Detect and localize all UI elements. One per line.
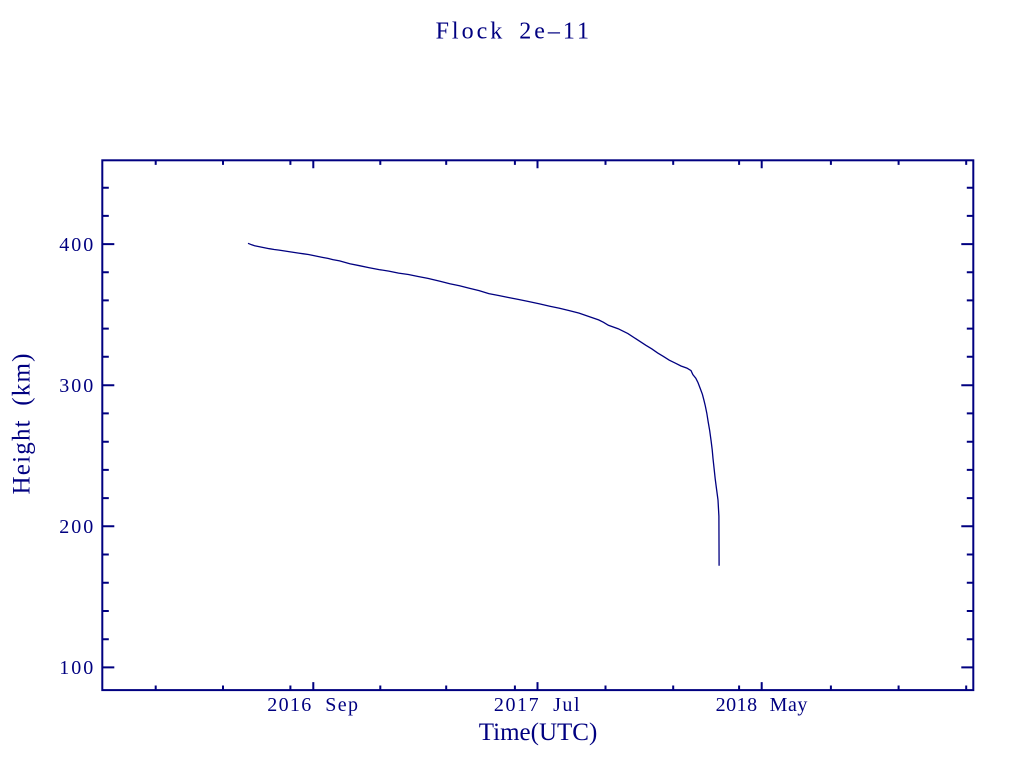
svg-text:2017 Jul: 2017 Jul [494,694,581,716]
svg-text:200: 200 [59,516,95,538]
svg-text:2018 May: 2018 May [716,694,808,716]
svg-text:Height (km): Height (km) [9,352,36,494]
svg-text:400: 400 [59,234,95,256]
svg-text:100: 100 [59,657,95,679]
svg-text:Flock 2e–11: Flock 2e–11 [436,19,592,45]
svg-text:300: 300 [59,375,95,397]
svg-text:Time(UTC): Time(UTC) [479,719,598,746]
svg-text:2016 Sep: 2016 Sep [267,694,359,716]
